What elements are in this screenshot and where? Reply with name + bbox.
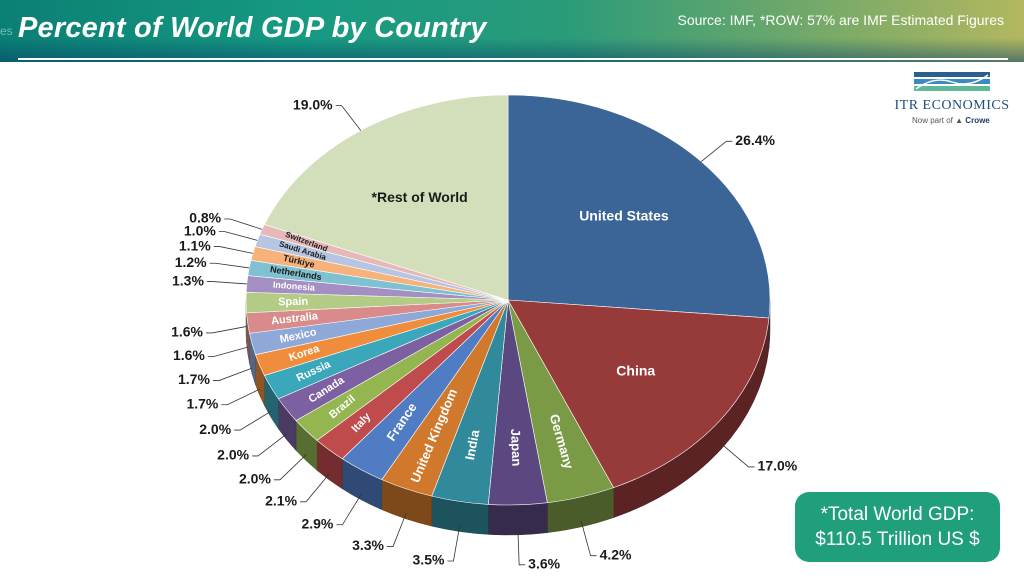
value-label-t-rkiye: 1.1% <box>179 237 211 253</box>
leader-line-italy <box>300 473 330 503</box>
value-label-spain: 1.6% <box>171 324 203 340</box>
leader-line-china <box>720 443 755 468</box>
leader-line-france <box>336 493 362 526</box>
leader-line-united-states <box>700 140 733 162</box>
pie-slice-china <box>507 299 770 488</box>
leader-line-germany <box>580 520 597 557</box>
leader-line-japan <box>517 528 526 566</box>
total-gdp-line2: $110.5 Trillion US $ <box>815 529 980 550</box>
leader-line-indonesia <box>206 281 247 285</box>
leader-line-netherlands <box>209 262 250 269</box>
value-label-russia: 2.0% <box>199 421 231 437</box>
total-gdp-line1: *Total World GDP: <box>820 504 975 525</box>
slice-label-japan: Japan <box>508 428 524 466</box>
pie-slice-rest-of-world <box>263 94 509 301</box>
slice-label-indonesia: Indonesia <box>273 280 317 293</box>
leader-line-switzerland <box>224 218 263 230</box>
source-note: Source: IMF, *ROW: 57% are IMF Estimated… <box>677 12 1004 28</box>
value-label-united-states: 26.4% <box>735 132 775 148</box>
crowe-mark-icon: ▲ <box>955 116 964 125</box>
pie-values: 26.4% 17.0% 4.2% 3.6% 3.5% 3.3% 2.9%2.1% 2.0% 2.… <box>171 96 798 571</box>
leader-line-saudi-arabia <box>218 231 258 241</box>
value-label-netherlands: 1.2% <box>175 254 207 270</box>
slice-label-spain: Spain <box>278 296 308 308</box>
pie-slice-united-states <box>507 94 771 319</box>
slice-label-china: China <box>616 362 655 378</box>
logo-name: ITR ECONOMICS <box>894 98 1010 113</box>
leader-line-canada <box>252 433 288 457</box>
logo-bars-icon <box>914 72 990 91</box>
value-label-japan: 3.6% <box>528 556 560 572</box>
value-label-china: 17.0% <box>758 458 798 474</box>
total-gdp-callout: *Total World GDP: $110.5 Trillion US $ <box>795 492 1000 562</box>
leader-line-australia <box>207 346 248 357</box>
value-label-mexico: 1.7% <box>178 371 210 387</box>
value-label-korea: 1.7% <box>186 395 218 411</box>
logo-subline: Now part of ▲ Crowe <box>912 116 990 125</box>
leader-line-t-rkiye <box>213 246 253 254</box>
itr-logo: ITR ECONOMICS Now part of ▲ Crowe <box>890 72 1014 132</box>
value-label-saudi-arabia: 1.0% <box>184 222 216 238</box>
value-label-australia: 1.6% <box>173 347 205 363</box>
value-label-indonesia: 1.3% <box>172 272 204 288</box>
page-title: Percent of World GDP by Country <box>18 12 487 44</box>
header-divider <box>18 58 1008 60</box>
leader-line-russia <box>234 410 272 431</box>
value-label-rest-of-world: 19.0% <box>293 96 333 112</box>
leader-line-mexico <box>212 367 253 381</box>
pie-depth <box>245 299 771 536</box>
value-label-united-kingdom: 3.3% <box>352 537 384 553</box>
value-label-france: 2.9% <box>301 515 333 531</box>
slice-label-rest-of-world: *Rest of World <box>372 189 468 205</box>
slice-label-united-states: United States <box>579 208 669 224</box>
leader-line-rest-of-world <box>335 105 362 131</box>
logo-sub-prefix: Now part of <box>912 116 953 125</box>
value-label-canada: 2.0% <box>217 447 249 463</box>
slice-label-australia: Australia <box>270 310 319 327</box>
slice-label-india: India <box>462 428 482 461</box>
leader-line-india <box>447 525 461 562</box>
pie-top <box>245 94 771 506</box>
leader-line-spain <box>206 326 247 334</box>
leader-line-korea <box>221 388 260 406</box>
logo-sub-brand: Crowe <box>965 116 990 125</box>
value-label-germany: 4.2% <box>600 546 632 562</box>
leader-line-brazil <box>273 454 307 481</box>
leader-line-united-kingdom <box>387 512 407 547</box>
value-label-india: 3.5% <box>413 552 445 568</box>
value-label-brazil: 2.0% <box>239 470 271 486</box>
header-fragment: es <box>0 24 13 38</box>
value-label-italy: 2.1% <box>265 493 297 509</box>
header-banner: es <box>0 0 1024 62</box>
value-label-switzerland: 0.8% <box>189 210 221 226</box>
